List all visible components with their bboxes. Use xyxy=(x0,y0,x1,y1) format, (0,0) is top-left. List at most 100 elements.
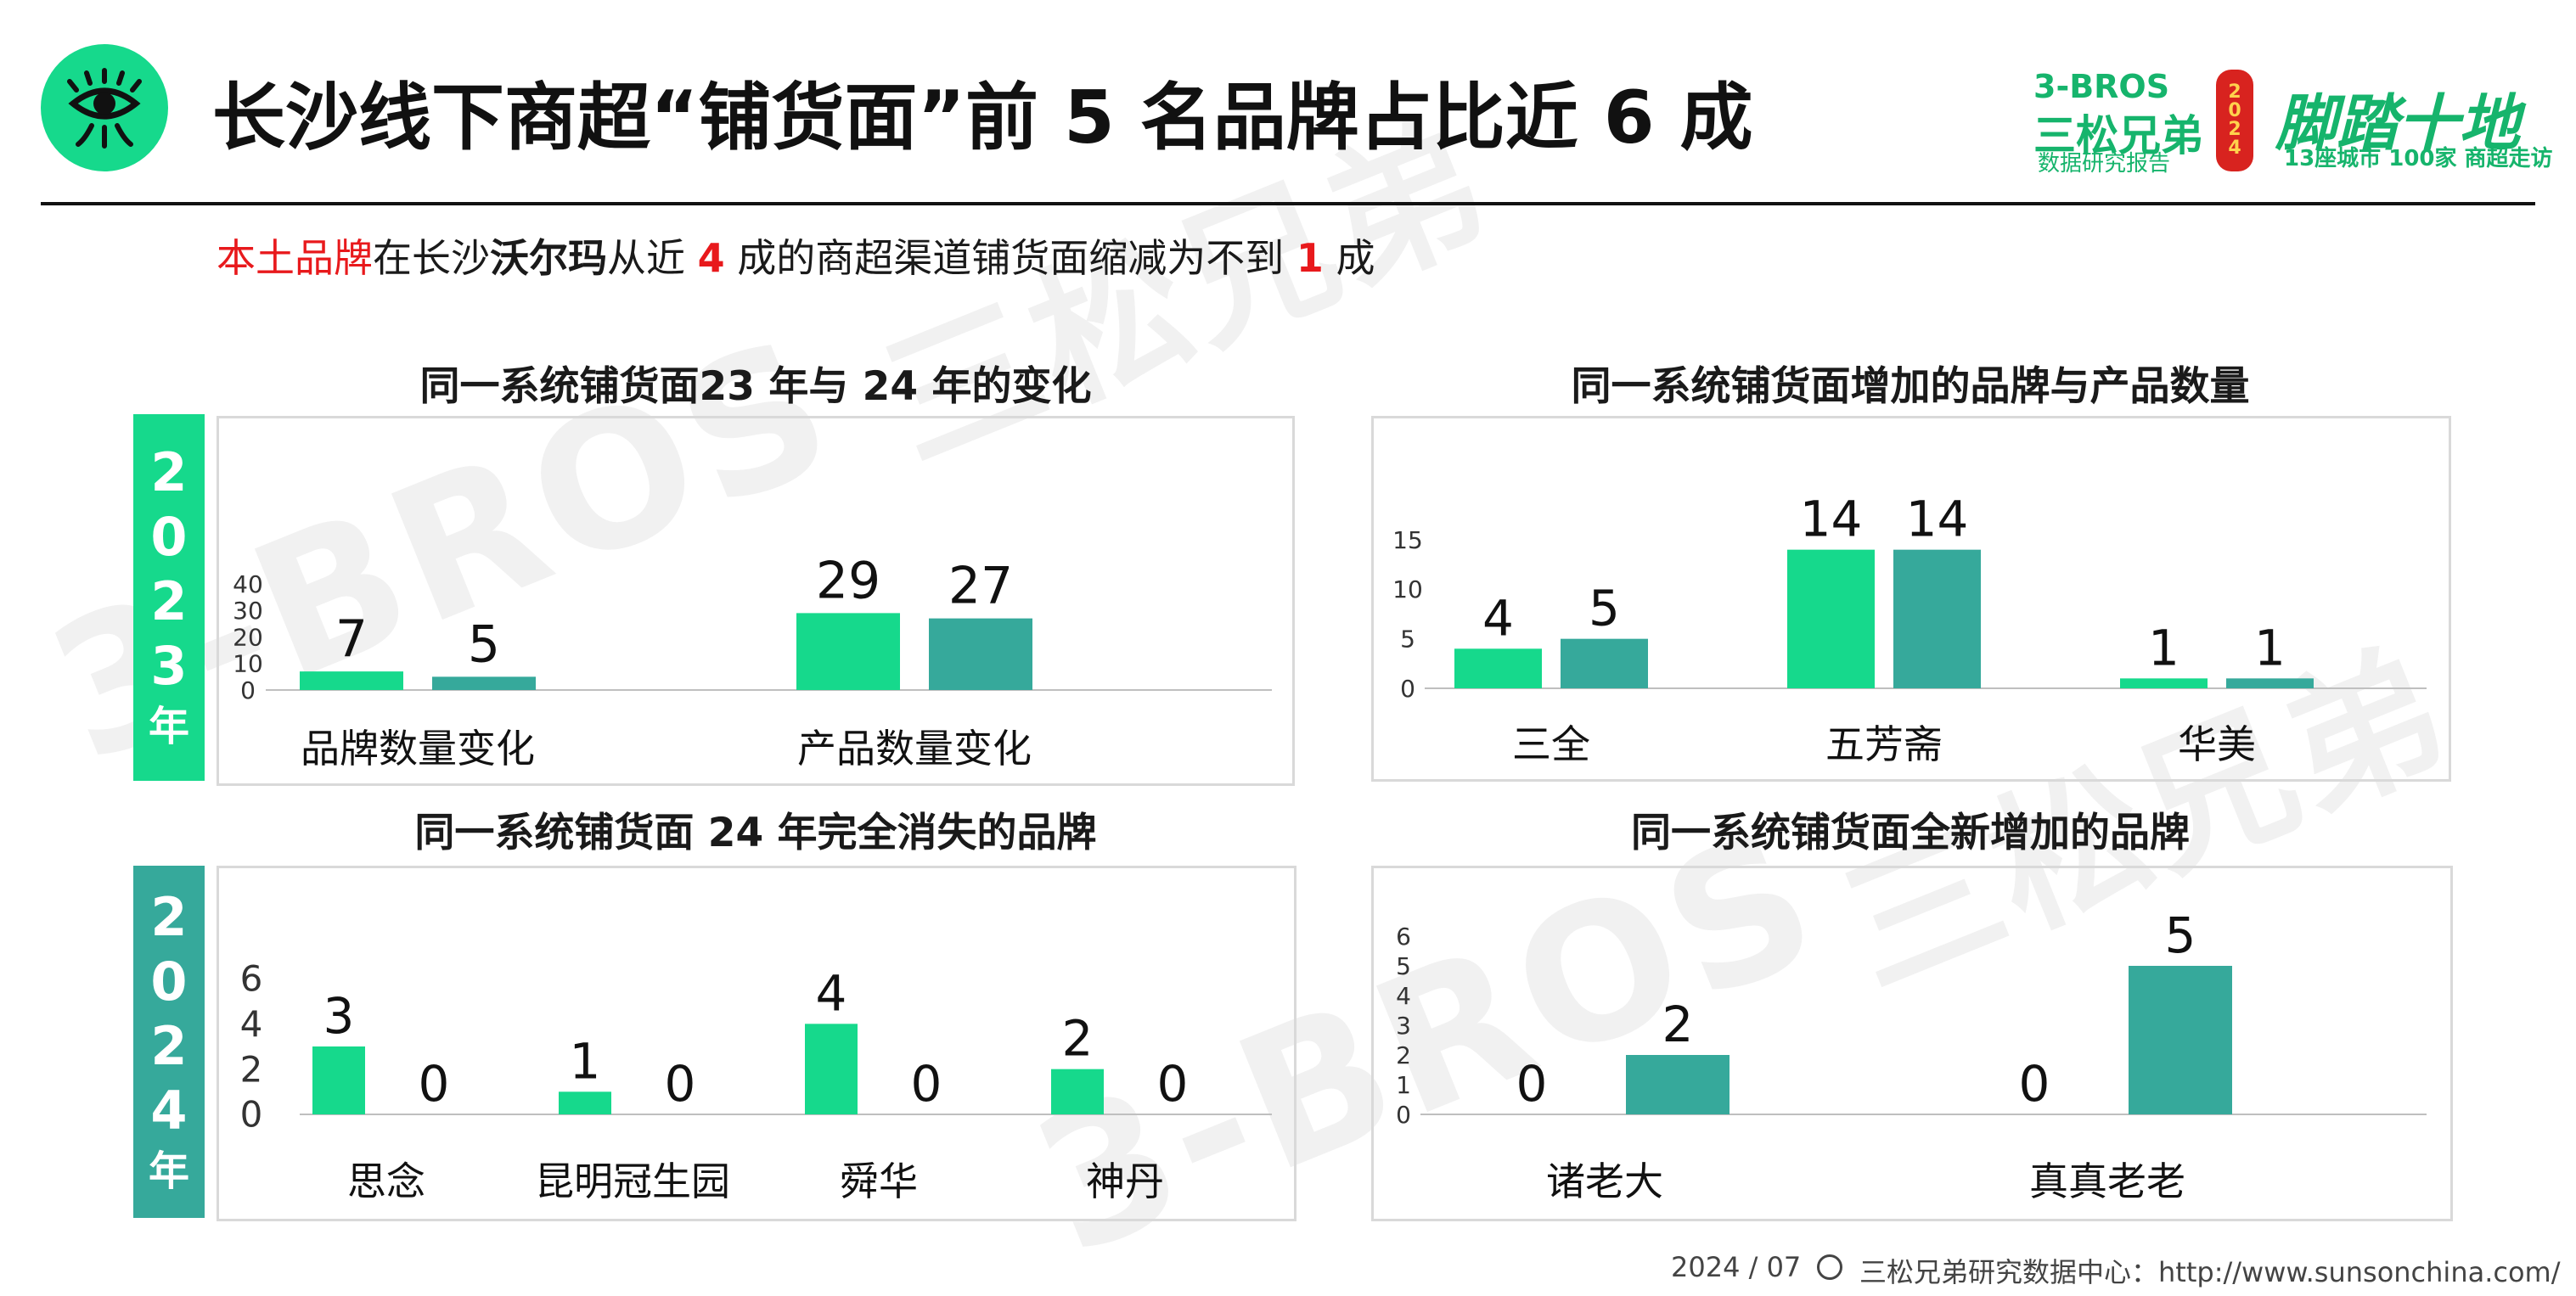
bar xyxy=(929,618,1032,690)
data-label: 5 xyxy=(2165,906,2196,964)
chart-panel: 0 5 10 15 4 5 三全 14 14 五芳斋 1 1 华美 xyxy=(1371,416,2451,782)
bar xyxy=(1454,648,1542,688)
y-tick-label: 0 xyxy=(1396,1101,1411,1129)
x-tick-label: 神丹 xyxy=(1086,1159,1164,1204)
data-label: 2 xyxy=(1662,996,1694,1053)
chart-title: 同一系统铺货面增加的品牌与产品数量 xyxy=(1571,363,2250,410)
year-tab-2023: 2 0 2 3 年 xyxy=(133,414,205,781)
y-tick-label: 10 xyxy=(233,650,263,678)
bar xyxy=(312,1046,365,1114)
year-digit: 2 xyxy=(150,1014,188,1077)
bar xyxy=(1626,1055,1730,1114)
year-digit: 4 xyxy=(150,1079,188,1142)
data-label: 14 xyxy=(1800,491,1863,548)
bar xyxy=(1051,1069,1104,1114)
slogan-sub: 13座城市 100家 商超走访 xyxy=(2284,146,2553,171)
y-tick-label: 1 xyxy=(1396,1071,1411,1099)
x-tick-label: 华美 xyxy=(2178,721,2256,767)
x-tick-label: 五芳斋 xyxy=(1825,721,1943,767)
y-tick-label: 0 xyxy=(1400,675,1415,703)
bar xyxy=(300,671,403,690)
brand-name-cn: 三松兄弟 xyxy=(2033,111,2203,160)
y-tick-label: 5 xyxy=(1396,952,1411,980)
year-digit: 2 xyxy=(150,570,188,632)
year-digit: 2 xyxy=(150,885,188,948)
x-tick-label: 舜华 xyxy=(840,1159,918,1204)
y-tick-label: 0 xyxy=(240,676,256,704)
lantern-year: 2024 xyxy=(2228,81,2241,159)
bar xyxy=(559,1091,611,1114)
data-label: 29 xyxy=(816,551,880,610)
y-tick-label: 15 xyxy=(1392,526,1423,554)
y-tick-label: 5 xyxy=(1400,625,1415,653)
bar xyxy=(2129,966,2232,1114)
footer-source: 三松兄弟研究数据中心：http://www.sunsonchina.com/ xyxy=(1859,1256,2561,1288)
bar xyxy=(432,676,536,690)
data-label: 0 xyxy=(1516,1055,1548,1113)
globe-icon xyxy=(1817,1254,1842,1280)
year-suffix: 年 xyxy=(148,1147,189,1195)
eye-logo-icon xyxy=(41,44,168,171)
chart-panel: 0 10 20 30 40 7 5 品牌数量变化 29 27 产品数量变化 xyxy=(217,416,1295,786)
data-label: 5 xyxy=(468,614,500,674)
data-label: 0 xyxy=(2019,1055,2050,1113)
y-tick-label: 6 xyxy=(1396,923,1411,951)
data-label: 1 xyxy=(2148,619,2179,676)
x-tick-label: 产品数量变化 xyxy=(797,726,1032,771)
year-digit: 3 xyxy=(150,635,188,697)
bar xyxy=(796,613,900,690)
data-label: 0 xyxy=(665,1055,696,1113)
data-label: 1 xyxy=(2254,619,2286,676)
bar xyxy=(805,1024,858,1114)
page-title: 长沙线下商超“铺货面”前 5 名品牌占比近 6 成 xyxy=(212,76,1753,160)
bar xyxy=(1561,638,1648,688)
brand-name-en: 3-BROS xyxy=(2033,68,2170,105)
x-tick-label: 思念 xyxy=(347,1159,425,1204)
brand-tagline: 数据研究报告 xyxy=(2038,151,2171,177)
year-digit: 2 xyxy=(150,441,188,503)
y-tick-label: 2 xyxy=(240,1048,263,1090)
data-label: 0 xyxy=(419,1055,450,1113)
data-label: 14 xyxy=(1906,491,1969,548)
y-tick-label: 2 xyxy=(1396,1041,1411,1069)
data-label: 27 xyxy=(948,557,1013,616)
data-label: 4 xyxy=(816,964,847,1022)
y-tick-label: 4 xyxy=(240,1003,263,1045)
data-label: 5 xyxy=(1589,580,1620,637)
chart-added-brands: 0 5 10 15 4 5 三全 14 14 五芳斋 1 1 华美 xyxy=(1392,491,2427,767)
year-digit: 0 xyxy=(150,506,188,568)
data-label: 0 xyxy=(911,1055,942,1113)
y-tick-label: 20 xyxy=(233,623,263,651)
y-tick-label: 10 xyxy=(1392,575,1423,603)
x-tick-label: 品牌数量变化 xyxy=(301,726,535,771)
lantern-icon xyxy=(2216,70,2253,171)
bar xyxy=(2120,678,2208,688)
y-tick-label: 6 xyxy=(240,958,263,1000)
data-label: 7 xyxy=(335,609,368,669)
y-tick-label: 30 xyxy=(233,597,263,625)
y-tick-label: 40 xyxy=(233,570,263,598)
bar xyxy=(2226,678,2314,688)
data-label: 1 xyxy=(570,1032,601,1090)
data-label: 0 xyxy=(1157,1055,1189,1113)
chart-title: 同一系统铺货面 24 年完全消失的品牌 xyxy=(414,810,1097,856)
bar xyxy=(1787,549,1875,688)
x-tick-label: 诸老大 xyxy=(1546,1159,1663,1204)
y-tick-label: 3 xyxy=(1396,1012,1411,1040)
y-tick-label: 4 xyxy=(1396,982,1411,1010)
footer-date: 2024 / 07 xyxy=(1671,1251,1802,1283)
data-label: 3 xyxy=(323,987,355,1045)
chart-title: 同一系统铺货面23 年与 24 年的变化 xyxy=(419,363,1092,410)
bar xyxy=(1893,549,1981,688)
data-label: 4 xyxy=(1482,589,1514,647)
x-tick-label: 真真老老 xyxy=(2029,1159,2185,1204)
y-tick-label: 0 xyxy=(240,1094,263,1136)
subtitle: 本土品牌在长沙沃尔玛从近 4 成的商超渠道铺货面缩减为不到 1 成 xyxy=(217,235,1375,281)
slogan: 脚踏十地 xyxy=(2275,87,2521,159)
x-tick-label: 昆明冠生园 xyxy=(535,1159,730,1204)
x-tick-label: 三全 xyxy=(1512,721,1590,767)
header-divider xyxy=(41,202,2535,205)
